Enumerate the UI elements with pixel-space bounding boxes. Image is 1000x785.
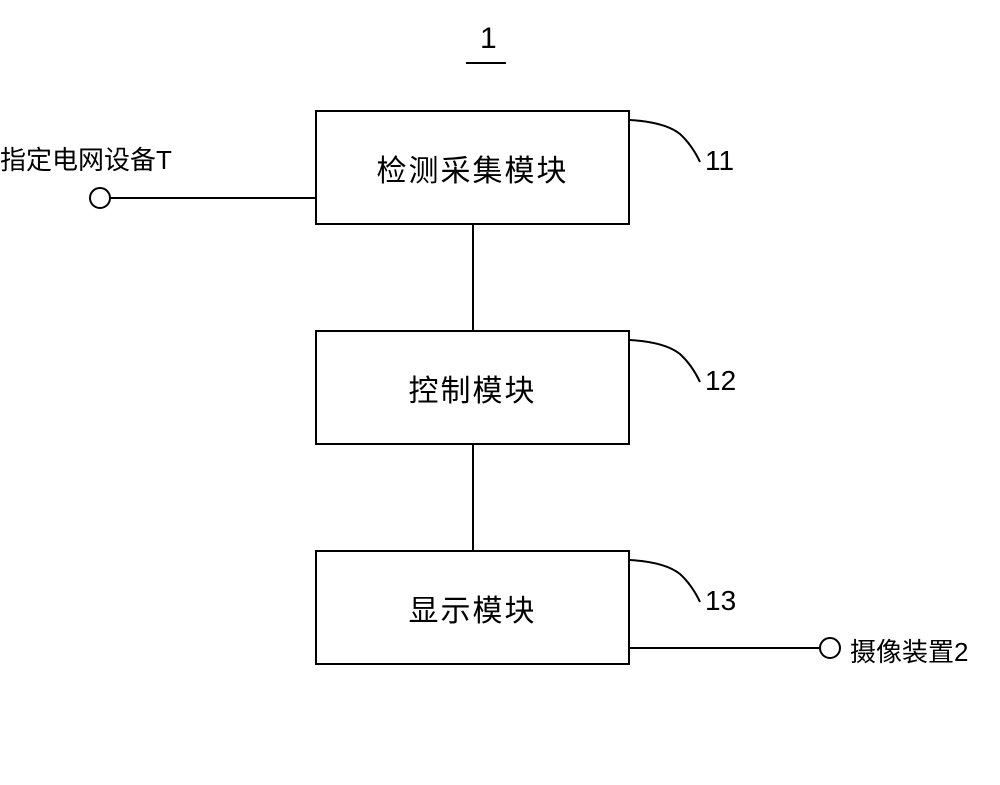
diagram-canvas: 1 检测采集模块 11 控制模块 12 显示模块 13 指定电网设备T 摄像装置… [0,0,1000,785]
terminal-left-circle [89,187,111,209]
terminal-right-label: 摄像装置2 [850,632,968,669]
annotation-13: 13 [705,585,736,617]
terminal-right-line [630,647,819,649]
terminal-left-label: 指定电网设备T [0,140,172,177]
terminal-left-line [111,197,315,199]
terminal-right-circle [819,637,841,659]
